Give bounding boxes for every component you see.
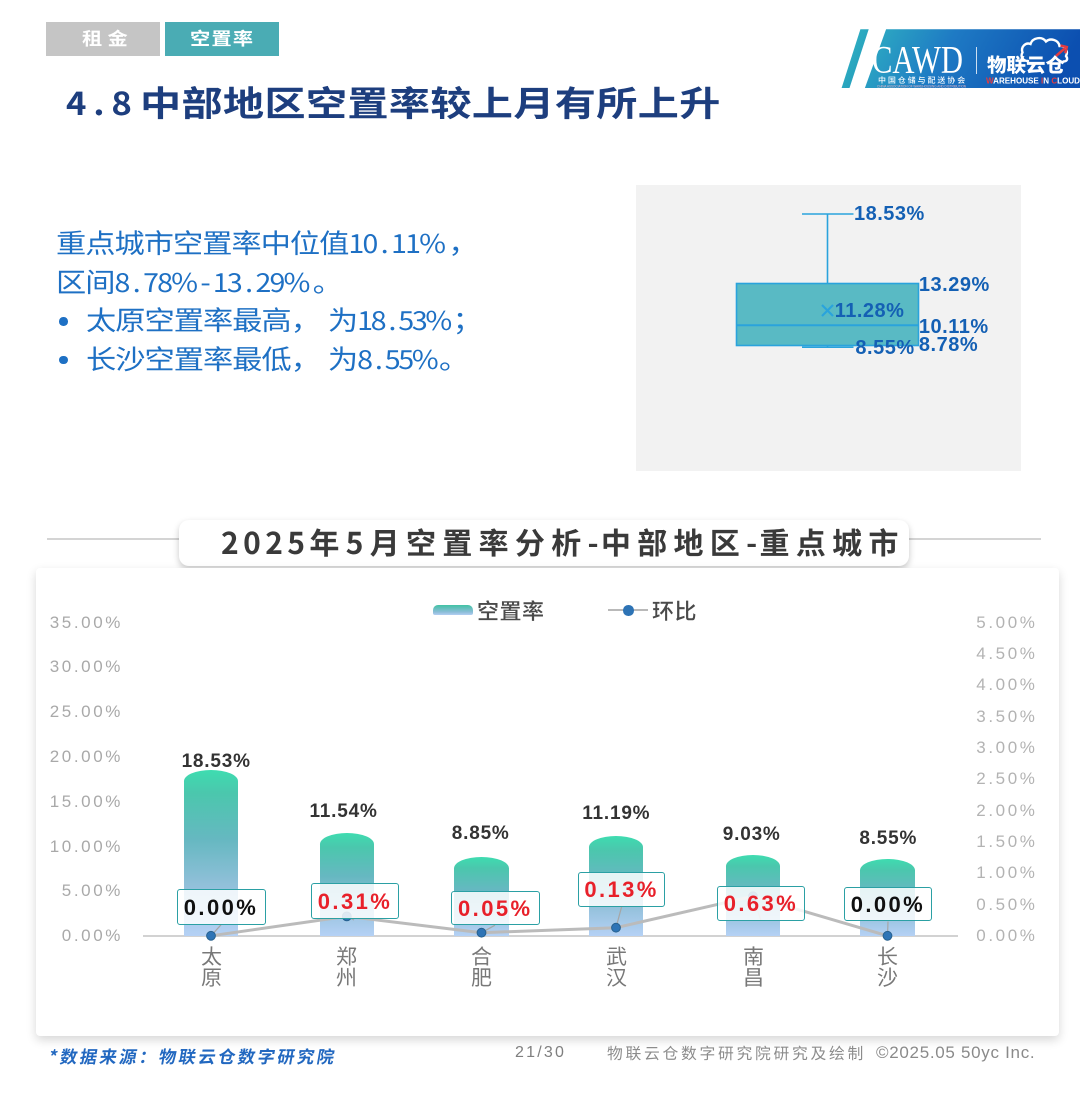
svg-text:WAREHOUSE IN CLOUD: WAREHOUSE IN CLOUD xyxy=(986,76,1080,86)
svg-text:CAWD: CAWD xyxy=(872,39,963,82)
svg-text:CHINA ASSOCIATION OF WAREHOUSI: CHINA ASSOCIATION OF WAREHOUSING AND DIS… xyxy=(877,84,966,89)
